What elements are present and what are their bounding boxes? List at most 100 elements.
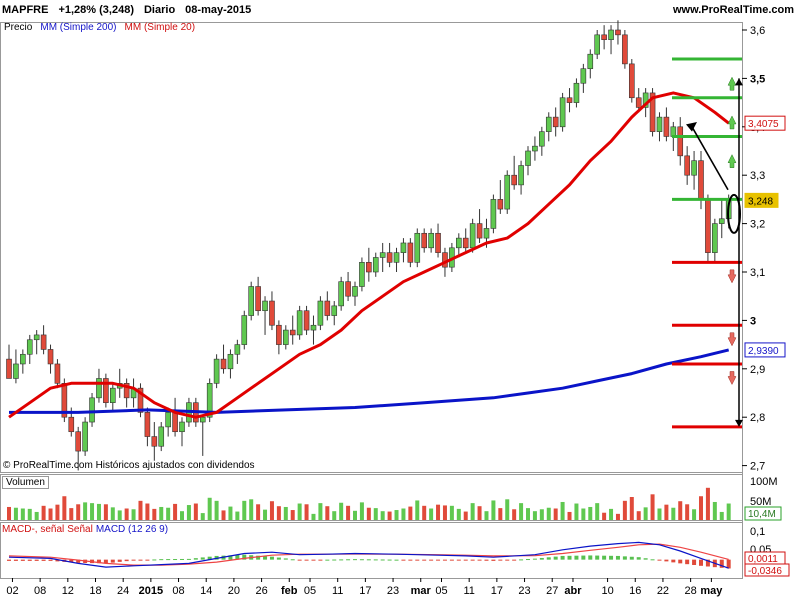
macd-histogram-bar — [615, 555, 620, 560]
volume-bar — [470, 503, 475, 520]
volume-bar — [332, 511, 337, 520]
macd-histogram-bar — [505, 559, 510, 561]
macd-histogram-bar — [186, 558, 191, 560]
change-label: +1,28% (3,248) — [58, 4, 134, 16]
candle-up — [504, 174, 511, 210]
red-down-arrow-icon — [727, 371, 737, 386]
x-tick-label: 18 — [89, 585, 101, 597]
x-tick-label: 08 — [172, 585, 184, 597]
macd-histogram-bar — [269, 556, 274, 560]
volume-bar — [55, 504, 60, 520]
volume-bar — [373, 508, 378, 520]
candle-up — [179, 421, 185, 433]
volume-bar — [491, 500, 496, 520]
macd-histogram-bar — [117, 559, 122, 562]
symbol-label[interactable]: MAPFRE — [2, 4, 49, 16]
candle-down — [172, 412, 178, 433]
candle-up — [296, 310, 303, 336]
macd-histogram-bar — [449, 559, 454, 561]
volume-bar — [325, 506, 330, 520]
volume-bar — [339, 502, 344, 520]
price-legend: Precio MM (Simple 200) MM (Simple 20) — [2, 22, 197, 33]
macd-histogram-bar — [276, 557, 281, 560]
candle-up — [317, 300, 324, 326]
volume-bar — [235, 511, 240, 520]
macd-histogram-bar — [173, 559, 178, 561]
price-tick-label: 2,7 — [750, 461, 765, 473]
volume-bar — [553, 508, 558, 520]
macd-legend-diff[interactable]: MACD-, señal — [2, 524, 65, 535]
macd-histogram-bar — [242, 554, 247, 560]
vertical-arrow-tail-icon — [735, 78, 743, 86]
volume-bar — [83, 502, 88, 520]
candle-up — [532, 145, 538, 152]
candle-down — [407, 242, 414, 263]
macd-histogram-bar — [609, 555, 614, 560]
candle-down — [601, 34, 607, 40]
candle-up — [656, 116, 663, 132]
macd-histogram-bar — [76, 559, 81, 563]
site-url[interactable]: www.ProRealTime.com — [672, 4, 794, 16]
volume-bar — [387, 511, 392, 520]
macd-histogram-bar — [622, 556, 627, 560]
macd-badge-label: -0,0346 — [748, 566, 782, 577]
macd-legend-signal[interactable]: Señal — [67, 524, 93, 535]
macd-histogram-bar — [387, 559, 392, 561]
macd-legend-macd[interactable]: MACD (12 26 9) — [95, 524, 169, 535]
volume-bar — [117, 510, 122, 520]
x-tick-label: 27 — [546, 585, 558, 597]
legend-ma20[interactable]: MM (Simple 20) — [124, 22, 196, 33]
macd-histogram-bar — [373, 559, 378, 561]
period-label[interactable]: Diario — [143, 4, 176, 16]
candle-down — [151, 436, 158, 447]
volume-badge-label: 10,4M — [748, 509, 776, 520]
x-tick-label: 05 — [435, 585, 447, 597]
macd-histogram-bar — [318, 559, 323, 561]
candle-down — [68, 416, 75, 433]
macd-histogram-bar — [339, 559, 344, 561]
candle-down — [615, 29, 621, 36]
volume-bar — [69, 508, 74, 520]
volume-bar — [705, 487, 710, 520]
candle-down — [698, 160, 704, 200]
legend-price[interactable]: Precio — [4, 22, 33, 33]
candle-down — [649, 92, 656, 132]
volume-bar — [463, 511, 468, 520]
volume-bar — [214, 500, 219, 520]
candle-up — [379, 252, 386, 258]
candle-down — [421, 232, 428, 249]
volume-tick-label: 100M — [750, 476, 778, 488]
volume-panel-label[interactable]: Volumen — [2, 476, 49, 489]
macd-histogram-bar — [699, 559, 703, 566]
volume-bar — [41, 505, 46, 520]
red-down-arrow-icon — [727, 332, 737, 347]
price-tick-label: 3,2 — [750, 219, 765, 231]
macd-histogram-bar — [20, 559, 25, 561]
volume-bar — [138, 500, 143, 520]
macd-histogram-bar — [353, 559, 357, 561]
trend-arrow-line — [691, 126, 729, 191]
candle-up — [691, 160, 697, 176]
macd-histogram-bar — [263, 556, 268, 560]
macd-histogram-bar — [470, 559, 475, 561]
candle-down — [366, 262, 372, 273]
macd-histogram-bar — [415, 559, 420, 561]
volume-bar — [145, 503, 150, 520]
macd-histogram-bar — [671, 559, 676, 563]
macd-histogram-bar — [193, 558, 198, 560]
candle-up — [89, 397, 95, 423]
candle-up — [82, 421, 88, 452]
x-tick-label: 24 — [117, 585, 129, 597]
macd-histogram-bar — [546, 557, 551, 560]
chart-header: MAPFRE +1,28% (3,248) Diario 08-may-2015… — [0, 0, 800, 22]
macd-histogram-bar — [477, 559, 482, 561]
price-tick-label: 3,5 — [750, 73, 765, 85]
macd-badge-label: 0,0011 — [748, 554, 778, 565]
candle-down — [144, 412, 151, 437]
candle-down — [324, 300, 331, 316]
macd-histogram-bar — [228, 555, 233, 560]
legend-ma200[interactable]: MM (Simple 200) — [40, 22, 117, 33]
highlight-ellipse — [727, 193, 741, 234]
green-up-arrow-icon — [727, 76, 737, 91]
